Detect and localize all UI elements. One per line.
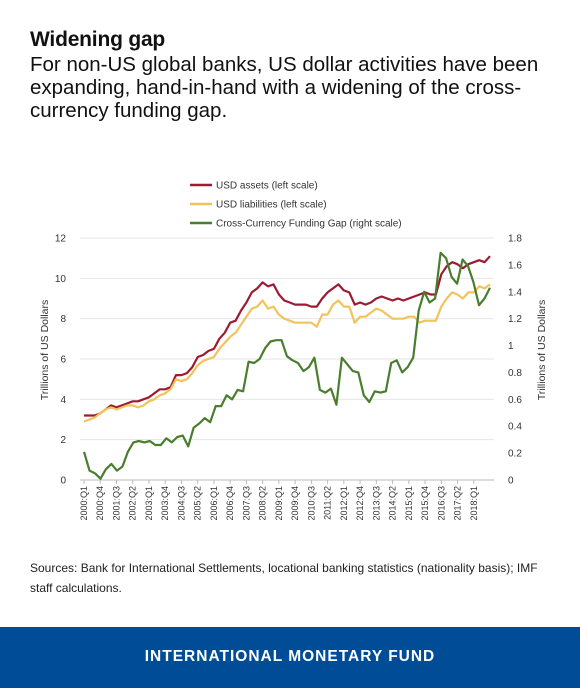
series-line-usd-liabilities-left-scale — [83, 283, 491, 423]
x-tick-label: 2000:Q1 — [79, 486, 89, 521]
left-tick-label: 0 — [60, 476, 66, 487]
chart-legend: USD assets (left scale) USD liabilities (… — [190, 181, 402, 230]
chart-gridlines — [80, 237, 494, 481]
right-tick-label: 1 — [508, 341, 514, 352]
x-tick-label: 2014:Q2 — [388, 486, 398, 521]
right-tick-label: 1.6 — [508, 260, 522, 271]
chart-subtitle: For non-US global banks, US dollar activ… — [30, 53, 539, 122]
x-tick-label: 2012:Q1 — [339, 486, 349, 521]
right-tick-label: 1.8 — [508, 234, 522, 245]
x-tick-label: 2000:Q4 — [95, 486, 105, 521]
x-tick-label: 2009:Q1 — [274, 486, 284, 521]
x-tick-label: 2008:Q2 — [258, 486, 268, 521]
x-tick-label: 2003:Q4 — [160, 486, 170, 521]
left-tick-label: 6 — [60, 355, 66, 366]
x-tick-label: 2006:Q1 — [209, 486, 219, 521]
x-tick-label: 2017:Q2 — [453, 486, 463, 521]
right-tick-label: 1.4 — [508, 287, 522, 298]
x-tick-label: 2002:Q2 — [128, 486, 138, 521]
x-tick-label: 2013:Q3 — [371, 486, 381, 521]
right-tick-label: 0 — [508, 476, 514, 487]
x-tick-label: 2009:Q4 — [290, 486, 300, 521]
x-tick-label: 2010:Q3 — [306, 486, 316, 521]
right-axis-label: Trillions of US Dollars — [536, 300, 548, 401]
x-tick-label: 2006:Q4 — [225, 486, 235, 521]
legend-label: USD liabilities (left scale) — [216, 200, 327, 211]
left-tick-label: 2 — [60, 435, 66, 446]
source-note: Sources: Bank for International Settleme… — [30, 561, 538, 595]
legend-label: Cross-Currency Funding Gap (right scale) — [216, 219, 402, 230]
x-tick-label: 2012:Q4 — [355, 486, 365, 521]
org-name: INTERNATIONAL MONETARY FUND — [144, 648, 436, 665]
series-line-usd-assets-left-scale — [84, 255, 491, 417]
chart-title: Widening gap — [30, 28, 166, 51]
left-tick-label: 4 — [60, 395, 66, 406]
x-tick-label: 2001:Q3 — [111, 486, 121, 521]
x-tick-label: 2004:Q3 — [176, 486, 186, 521]
x-tick-label: 2015:Q4 — [420, 486, 430, 521]
left-axis-label: Trillions of US Dollars — [39, 300, 51, 401]
x-tick-label: 2016:Q3 — [436, 486, 446, 521]
chart-series — [82, 251, 491, 480]
right-y-axis: 0 0.2 0.4 0.6 0.8 1 1.2 1.4 1.6 1.8 — [508, 234, 522, 487]
x-axis: 2000:Q1 2000:Q4 2001:Q3 2002:Q2 2003:Q1 2003:… — [79, 480, 479, 521]
right-tick-label: 0.6 — [508, 395, 522, 406]
left-tick-label: 10 — [55, 274, 67, 285]
right-tick-label: 1.2 — [508, 314, 522, 325]
left-tick-label: 12 — [55, 234, 67, 245]
right-tick-label: 0.8 — [508, 368, 522, 379]
x-tick-label: 2011:Q2 — [323, 486, 333, 520]
left-y-axis: 0 2 4 6 8 10 12 — [55, 234, 67, 487]
right-tick-label: 0.4 — [508, 422, 522, 433]
right-tick-label: 0.2 — [508, 449, 522, 460]
x-tick-label: 2015:Q1 — [404, 486, 414, 521]
x-tick-label: 2003:Q1 — [144, 486, 154, 521]
left-tick-label: 8 — [60, 314, 66, 325]
series-line-cross-currency-funding-gap-right-scale — [82, 251, 491, 480]
x-tick-label: 2005:Q2 — [193, 486, 203, 521]
line-chart: USD assets (left scale) USD liabilities (… — [39, 181, 548, 521]
legend-label: USD assets (left scale) — [216, 181, 318, 192]
footer-bar: INTERNATIONAL MONETARY FUND — [0, 627, 580, 688]
x-tick-label: 2018:Q1 — [469, 486, 479, 521]
x-tick-label: 2007:Q3 — [241, 486, 251, 521]
